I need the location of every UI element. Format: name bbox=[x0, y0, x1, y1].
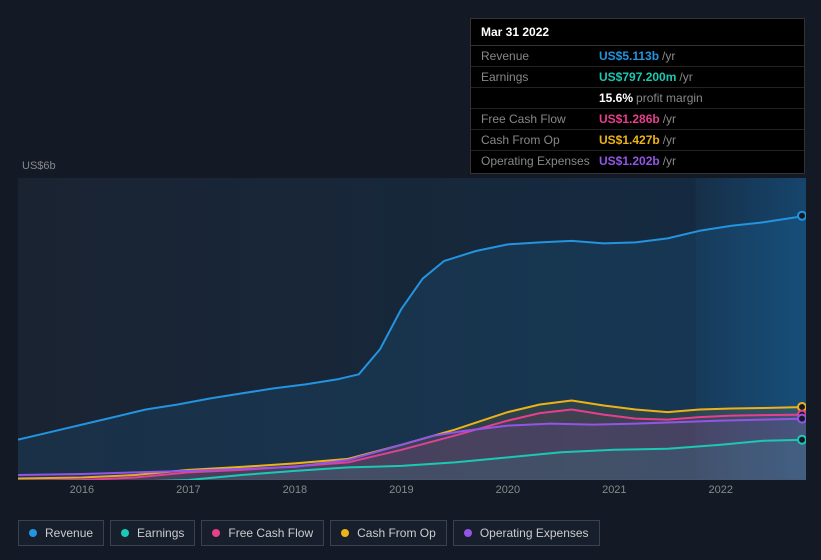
x-axis-tick: 2018 bbox=[283, 484, 307, 496]
legend-label: Revenue bbox=[45, 526, 93, 540]
legend-label: Free Cash Flow bbox=[228, 526, 313, 540]
tooltip-metric-value: US$1.427b bbox=[599, 133, 660, 147]
tooltip-metric-label: Earnings bbox=[481, 70, 599, 84]
tooltip-row: Cash From OpUS$1.427b/yr bbox=[471, 130, 804, 151]
tooltip-row: EarningsUS$797.200m/yr bbox=[471, 67, 804, 88]
line-chart bbox=[18, 178, 806, 480]
legend-item[interactable]: Free Cash Flow bbox=[201, 520, 324, 546]
tooltip-metric-suffix: /yr bbox=[663, 133, 676, 147]
legend-dot-icon bbox=[212, 529, 220, 537]
legend-label: Cash From Op bbox=[357, 526, 436, 540]
x-axis-tick: 2020 bbox=[496, 484, 520, 496]
legend-item[interactable]: Cash From Op bbox=[330, 520, 447, 546]
tooltip-metric-value: US$797.200m bbox=[599, 70, 676, 84]
tooltip-metric-suffix: /yr bbox=[679, 70, 692, 84]
tooltip-row: 15.6%profit margin bbox=[471, 88, 804, 109]
legend-item[interactable]: Revenue bbox=[18, 520, 104, 546]
legend-item[interactable]: Earnings bbox=[110, 520, 195, 546]
tooltip-row: Free Cash FlowUS$1.286b/yr bbox=[471, 109, 804, 130]
tooltip-metric-value: US$5.113b bbox=[599, 49, 659, 63]
legend-label: Earnings bbox=[137, 526, 184, 540]
legend-dot-icon bbox=[29, 529, 37, 537]
legend: Revenue Earnings Free Cash Flow Cash From O… bbox=[18, 520, 600, 546]
legend-item[interactable]: Operating Expenses bbox=[453, 520, 600, 546]
legend-dot-icon bbox=[121, 529, 129, 537]
tooltip-metric-value: 15.6% bbox=[599, 91, 633, 105]
x-axis-tick: 2016 bbox=[70, 484, 94, 496]
tooltip-metric-suffix: /yr bbox=[662, 49, 675, 63]
tooltip-metric-suffix: /yr bbox=[663, 154, 676, 168]
y-axis-max: US$6b bbox=[22, 160, 56, 172]
tooltip-metric-value: US$1.202b bbox=[599, 154, 660, 168]
x-axis-tick: 2021 bbox=[602, 484, 626, 496]
data-tooltip: Mar 31 2022 RevenueUS$5.113b/yrEarningsU… bbox=[470, 18, 805, 174]
legend-dot-icon bbox=[341, 529, 349, 537]
x-axis-tick: 2017 bbox=[176, 484, 200, 496]
tooltip-metric-value: US$1.286b bbox=[599, 112, 660, 126]
tooltip-metric-label: Revenue bbox=[481, 49, 599, 63]
tooltip-date: Mar 31 2022 bbox=[471, 19, 804, 46]
tooltip-row: RevenueUS$5.113b/yr bbox=[471, 46, 804, 67]
x-axis: 2016 2017 2018 2019 2020 2021 2022 bbox=[18, 484, 806, 504]
tooltip-metric-suffix: profit margin bbox=[636, 91, 703, 105]
tooltip-row: Operating ExpensesUS$1.202b/yr bbox=[471, 151, 804, 171]
tooltip-metric-label bbox=[481, 91, 599, 105]
legend-dot-icon bbox=[464, 529, 472, 537]
x-axis-tick: 2019 bbox=[389, 484, 413, 496]
tooltip-metric-label: Free Cash Flow bbox=[481, 112, 599, 126]
legend-label: Operating Expenses bbox=[480, 526, 589, 540]
tooltip-metric-label: Cash From Op bbox=[481, 133, 599, 147]
tooltip-metric-label: Operating Expenses bbox=[481, 154, 599, 168]
tooltip-metric-suffix: /yr bbox=[663, 112, 676, 126]
x-axis-tick: 2022 bbox=[709, 484, 733, 496]
